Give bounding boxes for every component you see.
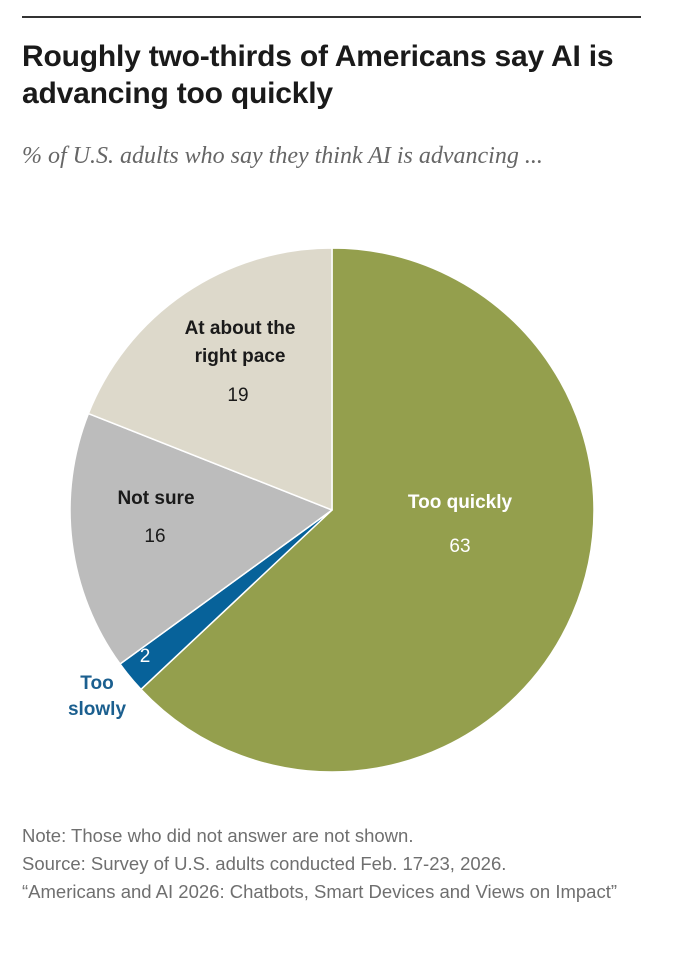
slice-value-not-sure: 16 bbox=[144, 526, 165, 547]
slice-label-at-about-the-right-pace: At about the right pace bbox=[185, 318, 296, 367]
slice-label-too-slowly: Too slowly bbox=[68, 673, 127, 720]
pie-slice-at-about-the-right-pace bbox=[87, 247, 333, 511]
slice-label-not-sure: Not sure bbox=[117, 488, 194, 509]
pie-slices bbox=[69, 247, 595, 773]
note-text: Note: Those who did not answer are not s… bbox=[22, 825, 414, 846]
chart-notes: Note: Those who did not answer are not s… bbox=[22, 822, 662, 906]
report-title: “Americans and AI 2026: Chatbots, Smart … bbox=[22, 881, 618, 902]
source-text: Source: Survey of U.S. adults conducted … bbox=[22, 853, 507, 874]
slice-value-too-slowly: 2 bbox=[140, 646, 151, 667]
pie-chart: Too quickly 63 Too slowly 2 Not sure 16 At abou… bbox=[68, 247, 595, 773]
slice-value-at-about-the-right-pace: 19 bbox=[227, 385, 248, 406]
slice-value-too-quickly: 63 bbox=[449, 536, 470, 557]
top-rule bbox=[22, 16, 641, 18]
chart-subtitle: % of U.S. adults who say they think AI i… bbox=[22, 143, 543, 169]
chart-title: Roughly two-thirds of Americans say AI i… bbox=[22, 40, 614, 110]
pie-slice-too-quickly bbox=[140, 247, 595, 773]
slice-label-too-quickly: Too quickly bbox=[408, 492, 513, 513]
pie-labels: Too quickly 63 Too slowly 2 Not sure 16 At abou… bbox=[68, 318, 513, 720]
pie-slice-not-sure bbox=[69, 412, 333, 665]
